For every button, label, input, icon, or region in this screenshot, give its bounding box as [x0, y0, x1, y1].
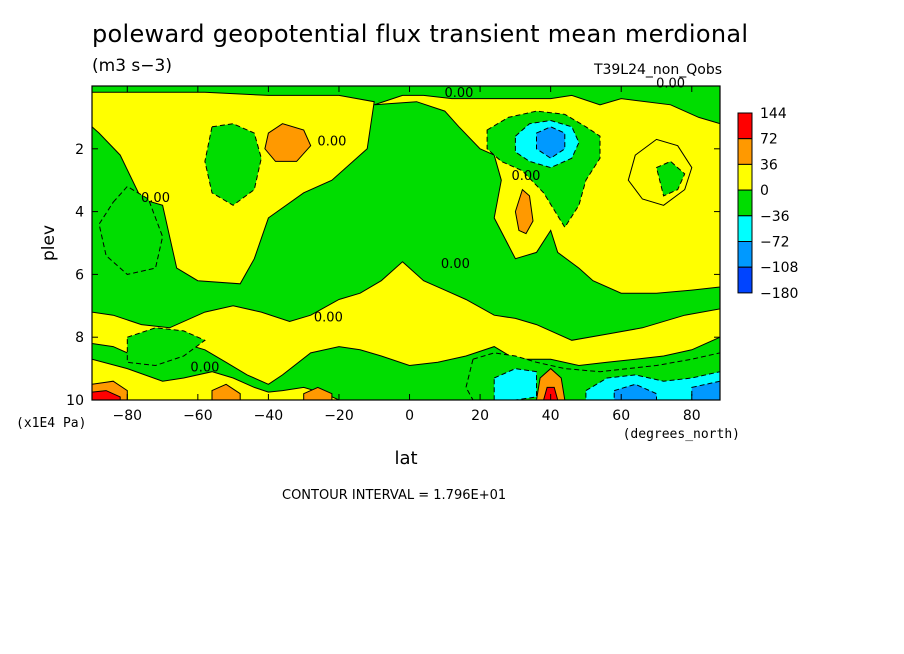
contour-region-cyan-north-low-1 — [493, 368, 537, 400]
contour-region-red-north-surface — [543, 386, 559, 400]
contour-region-negative-south-low — [126, 327, 206, 367]
zero-contour-label: 0.00 — [656, 77, 685, 92]
zero-contour-label: 0.00 — [444, 86, 473, 101]
zero-contour-label: 0.00 — [441, 257, 470, 272]
y-tick-label: 4 — [75, 205, 84, 221]
contour-interval-label: CONTOUR INTERVAL = 1.796E+01 — [282, 488, 507, 503]
contour-region-positive-lower-center — [92, 261, 720, 385]
legend-swatch — [737, 266, 753, 294]
legend-swatch — [737, 163, 753, 191]
zero-contour-label: 0.00 — [511, 169, 540, 184]
zero-contour-label: 0.00 — [314, 311, 343, 326]
legend-label: −72 — [760, 235, 790, 251]
units-label: (m3 s−3) — [92, 56, 172, 76]
legend-label: 144 — [760, 106, 787, 122]
x-axis-units: (degrees_north) — [623, 427, 740, 442]
legend-label: −180 — [760, 286, 798, 302]
y-tick-label: 8 — [75, 330, 84, 346]
x-tick-label: 80 — [683, 408, 701, 424]
plot-frame — [91, 85, 721, 401]
legend-label: 36 — [760, 157, 778, 173]
contour-region-orange-south-upper — [264, 123, 312, 162]
zero-contour-label: 0.00 — [141, 191, 170, 206]
contour-region-orange-north-mid — [514, 188, 534, 235]
y-axis-units: (x1E4 Pa) — [16, 416, 86, 431]
contour-region-orange-south-surface-3 — [303, 386, 333, 400]
y-tick-label: 6 — [75, 267, 84, 283]
legend-swatch — [737, 138, 753, 165]
contour-region-orange-south-surface-2 — [211, 383, 241, 400]
contour-region-negative-south-mid — [204, 123, 262, 206]
legend-label: 0 — [760, 183, 769, 199]
legend-label: −36 — [760, 209, 790, 225]
x-axis: −80 −60 −40 −20 0 20 40 60 80 — [113, 86, 701, 424]
chart-title: poleward geopotential flux transient mea… — [92, 20, 749, 48]
contour-region-negative-south-upper — [98, 185, 164, 275]
contour-region-negative-70N — [655, 160, 686, 197]
x-tick-label: −80 — [113, 408, 143, 424]
legend-swatch — [737, 241, 753, 268]
color-legend: 144 72 36 0 −36 −72 −108 −180 — [737, 106, 798, 302]
x-tick-label: 20 — [471, 408, 489, 424]
x-tick-label: −60 — [183, 408, 213, 424]
y-axis: 2 4 6 8 10 — [66, 142, 720, 409]
legend-label: 72 — [760, 132, 778, 148]
plot-area: 0.00 0.00 0.00 0.00 0.00 0.00 0.00 0.00 — [91, 77, 721, 401]
x-axis-label: lat — [394, 448, 417, 469]
x-tick-label: 40 — [542, 408, 560, 424]
y-tick-label: 2 — [75, 142, 84, 158]
legend-swatch — [737, 215, 753, 243]
run-label: T39L24_non_Qobs — [593, 62, 722, 78]
contour-region-orange-north-surface — [535, 367, 566, 400]
y-tick-label: 10 — [66, 393, 84, 409]
zero-contour-label: 0.00 — [317, 135, 346, 150]
x-tick-label: −40 — [254, 408, 284, 424]
x-tick-label: 60 — [612, 408, 630, 424]
contour-region-blue-north-low — [613, 383, 657, 400]
contour-region-red-south-surface — [92, 390, 121, 400]
zero-contour-labels: 0.00 0.00 0.00 0.00 0.00 0.00 0.00 0.00 — [141, 77, 685, 376]
contour-regions — [92, 91, 720, 400]
y-axis-label: plev — [39, 225, 59, 261]
contour-region-blue-north-upper — [536, 126, 566, 159]
legend-label: −108 — [760, 260, 798, 276]
x-tick-label: 0 — [405, 408, 414, 424]
zero-contour-label: 0.00 — [190, 361, 219, 376]
contour-region-positive-south-surface — [92, 358, 340, 400]
legend-swatch — [737, 112, 753, 140]
x-tick-label: −20 — [324, 408, 354, 424]
legend-swatch — [737, 189, 753, 217]
